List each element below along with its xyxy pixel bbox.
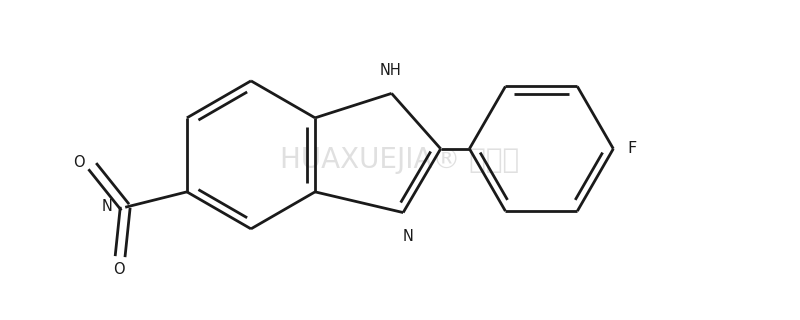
Text: O: O <box>114 262 125 277</box>
Text: NH: NH <box>380 63 402 78</box>
Text: O: O <box>73 155 85 170</box>
Text: N: N <box>102 199 112 214</box>
Text: F: F <box>628 141 637 156</box>
Text: N: N <box>403 229 414 244</box>
Text: HUAXUEJIA® 化学加: HUAXUEJIA® 化学加 <box>281 146 519 174</box>
